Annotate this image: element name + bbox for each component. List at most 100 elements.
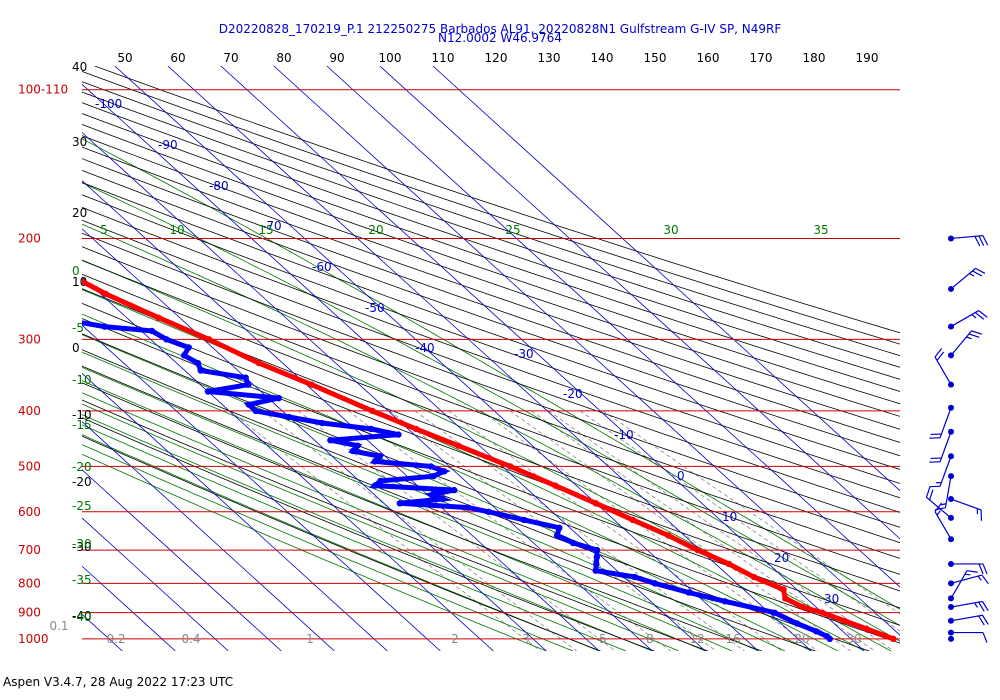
top-tick-label: 140: [591, 51, 614, 65]
wind-barb-feather: [982, 235, 989, 246]
pressure-label: 500: [18, 459, 41, 473]
dewpoint-point: [826, 635, 833, 643]
dewpoint-point: [371, 458, 379, 465]
pressure-label: 400: [18, 404, 41, 418]
temperature-point: [780, 586, 787, 593]
top-tick-label: 70: [223, 51, 238, 65]
moist-label-left: -5: [72, 321, 84, 335]
top-tick-label: 100: [379, 51, 402, 65]
dewpoint-point: [242, 374, 249, 381]
wind-barb-feather: [928, 489, 934, 501]
pressure-label: 800: [18, 576, 41, 590]
dewpoint-point: [593, 553, 600, 561]
top-tick-label: 190: [856, 51, 879, 65]
temperature-point: [750, 573, 758, 581]
moist-label-top: 35: [813, 223, 828, 237]
moist-adiabat: [82, 138, 900, 610]
dewpoint-point: [429, 491, 436, 498]
moist-adiabat: [82, 380, 733, 651]
top-tick-label: 170: [750, 51, 773, 65]
dewpoint-point: [327, 437, 334, 444]
wind-barb-half-feather: [977, 575, 982, 581]
dry-adiabat: [82, 135, 900, 417]
dewpoint-point: [427, 463, 434, 470]
isotherm-label: -70: [262, 219, 282, 233]
dry-adiabat: [82, 102, 900, 380]
dry-adiabat: [82, 194, 900, 484]
temperature-point: [629, 516, 636, 524]
isotherm-line: [114, 66, 759, 651]
dry-adiabat: [82, 318, 900, 626]
moist-label-left: -25: [72, 499, 92, 513]
isotherm-line: [0, 66, 69, 651]
wind-barb-shaft: [950, 235, 983, 240]
wind-barb-feather: [972, 270, 983, 277]
wind-barb-feather: [978, 235, 985, 246]
isotherm-line: [82, 421, 335, 651]
dewpoint-point: [101, 323, 108, 330]
dry-adiabat: [82, 288, 900, 592]
moist-label-left: -20: [72, 460, 92, 474]
dry-adiabat: [82, 259, 900, 559]
wind-barb-shaft: [950, 330, 973, 356]
dry-adiabat: [82, 232, 900, 528]
temperature-point: [369, 407, 376, 415]
dewpoint-point: [556, 524, 563, 532]
temperature-point: [255, 359, 262, 367]
dry-adiabat: [82, 382, 762, 651]
moist-adiabat: [82, 366, 759, 651]
mixing-ratio-line: [531, 410, 875, 651]
wind-barb-shaft: [950, 574, 983, 584]
isotherm-line: [0, 66, 16, 651]
dewpoint-point: [197, 367, 204, 374]
dry-adiabat: [82, 124, 900, 405]
wind-barb-feather: [974, 312, 985, 320]
temperature-point: [455, 442, 462, 449]
left-temp-label: 30: [72, 135, 87, 149]
wind-barb-feather: [975, 267, 986, 274]
dry-adiabat: [82, 158, 900, 443]
isotherm-label: 10: [722, 510, 737, 524]
left-temp-label: 20: [72, 206, 87, 220]
pressure-label: 300: [18, 332, 41, 346]
dewpoint-point: [450, 486, 458, 494]
wind-barb-feather: [982, 601, 989, 611]
wind-barb-half-feather: [936, 510, 941, 516]
wind-barb-shaft: [939, 407, 952, 439]
moist-adiabat: [82, 434, 600, 651]
dewpoint-point: [439, 495, 446, 503]
isotherm-line: [82, 613, 123, 651]
temperature-point: [863, 625, 870, 632]
wind-barbs: [925, 235, 989, 643]
left-temp-label: -10: [72, 408, 92, 422]
wind-barb-feather: [981, 574, 989, 585]
mixing-ratio-label: 0.2: [106, 632, 125, 646]
isotherm-label: -80: [209, 179, 229, 193]
dry-adiabat: [82, 417, 655, 651]
dewpoint-point: [367, 425, 375, 433]
wind-barb-feather: [978, 310, 988, 318]
wind-barb-feather: [982, 614, 989, 625]
isotherm-label: 20: [774, 551, 789, 565]
isotherm-line: [432, 66, 900, 492]
mixing-ratio-label: 0.1: [49, 619, 68, 633]
isotherm-line: [82, 469, 282, 651]
isotherm-label: -20: [563, 387, 583, 401]
dewpoint-point: [570, 539, 577, 547]
wind-barb-feather: [982, 632, 988, 643]
dewpoint-point: [395, 431, 402, 438]
pressure-label: 1000: [18, 632, 49, 646]
moist-adiabat: [82, 259, 892, 651]
dewpoint-point: [285, 413, 293, 421]
moist-label-left: -30: [72, 537, 92, 551]
wind-barb-feather: [982, 563, 988, 575]
moist-label-left: -40: [72, 610, 92, 624]
mixing-ratio-line: [389, 410, 717, 651]
wind-barb-feather: [966, 570, 978, 573]
moist-label-left: -10: [72, 373, 92, 387]
mixing-ratio-label: 30: [846, 632, 861, 646]
temperature-point: [665, 532, 672, 539]
temperature-point: [27, 253, 33, 259]
